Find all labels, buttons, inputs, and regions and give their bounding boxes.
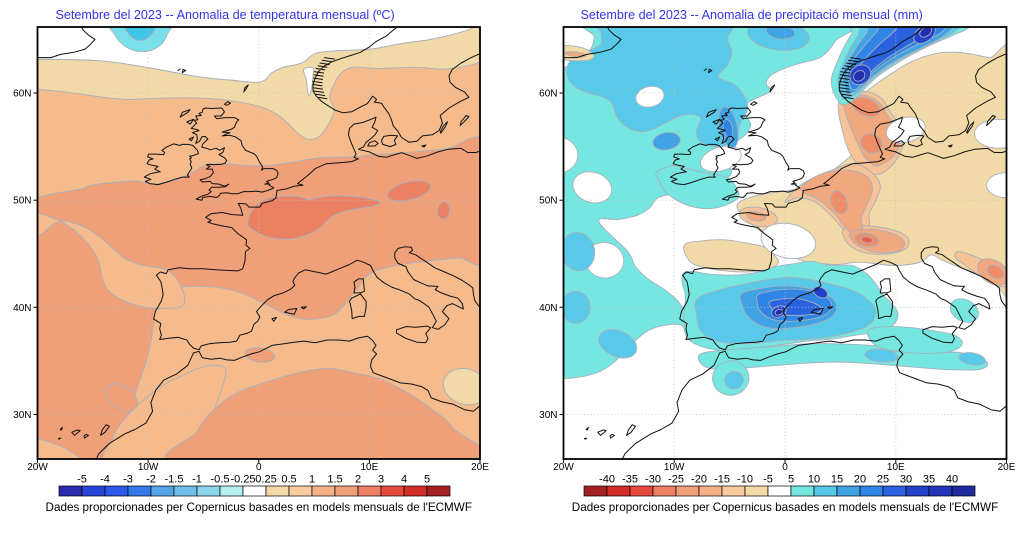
svg-text:20W: 20W (27, 462, 48, 473)
svg-text:35: 35 (923, 474, 935, 486)
svg-text:-5: -5 (763, 474, 773, 486)
svg-text:-5: -5 (77, 474, 87, 486)
svg-text:60N: 60N (539, 89, 557, 100)
svg-text:5: 5 (788, 474, 794, 486)
svg-text:Dades proporcionades per Coper: Dades proporcionades per Copernicus basa… (572, 501, 998, 514)
svg-text:40N: 40N (539, 303, 557, 314)
svg-text:Setembre del 2023 -- Anomalia: Setembre del 2023 -- Anomalia de precipi… (581, 8, 923, 22)
svg-text:-10: -10 (737, 474, 753, 486)
svg-text:20E: 20E (471, 462, 489, 473)
svg-text:15: 15 (831, 474, 843, 486)
svg-text:25: 25 (877, 474, 889, 486)
svg-text:1.5: 1.5 (327, 474, 342, 486)
svg-text:-35: -35 (622, 474, 638, 486)
svg-text:-1: -1 (192, 474, 202, 486)
svg-text:-0.5: -0.5 (211, 474, 230, 486)
svg-text:5: 5 (424, 474, 430, 486)
svg-text:10W: 10W (664, 462, 685, 473)
svg-text:40N: 40N (13, 303, 31, 314)
svg-text:-25: -25 (668, 474, 684, 486)
svg-text:4: 4 (401, 474, 407, 486)
svg-text:Dades proporcionades per Coper: Dades proporcionades per Copernicus basa… (46, 501, 472, 514)
svg-text:-15: -15 (714, 474, 730, 486)
svg-text:1: 1 (309, 474, 315, 486)
svg-text:-1.5: -1.5 (165, 474, 184, 486)
svg-text:2: 2 (355, 474, 361, 486)
svg-text:0: 0 (256, 462, 262, 473)
svg-text:10: 10 (808, 474, 820, 486)
svg-text:-0.25: -0.25 (230, 474, 255, 486)
svg-text:3: 3 (378, 474, 384, 486)
svg-text:-40: -40 (599, 474, 615, 486)
svg-text:10E: 10E (361, 462, 379, 473)
svg-text:-30: -30 (645, 474, 661, 486)
svg-text:-3: -3 (123, 474, 133, 486)
svg-text:10E: 10E (887, 462, 905, 473)
svg-text:-2: -2 (146, 474, 156, 486)
svg-text:30N: 30N (539, 410, 557, 421)
svg-text:10W: 10W (138, 462, 159, 473)
svg-text:0.25: 0.25 (255, 474, 276, 486)
svg-text:20E: 20E (998, 462, 1016, 473)
svg-text:30: 30 (900, 474, 912, 486)
svg-text:50N: 50N (539, 196, 557, 207)
svg-text:-4: -4 (100, 474, 110, 486)
svg-text:20W: 20W (553, 462, 574, 473)
svg-text:40: 40 (946, 474, 958, 486)
svg-text:20: 20 (854, 474, 866, 486)
svg-text:30N: 30N (13, 410, 31, 421)
svg-text:Setembre del 2023 -- Anomalia: Setembre del 2023 -- Anomalia de tempera… (56, 8, 395, 22)
svg-text:0: 0 (782, 462, 788, 473)
svg-text:60N: 60N (13, 89, 31, 100)
svg-text:-20: -20 (691, 474, 707, 486)
svg-text:0.5: 0.5 (281, 474, 296, 486)
svg-text:50N: 50N (13, 196, 31, 207)
